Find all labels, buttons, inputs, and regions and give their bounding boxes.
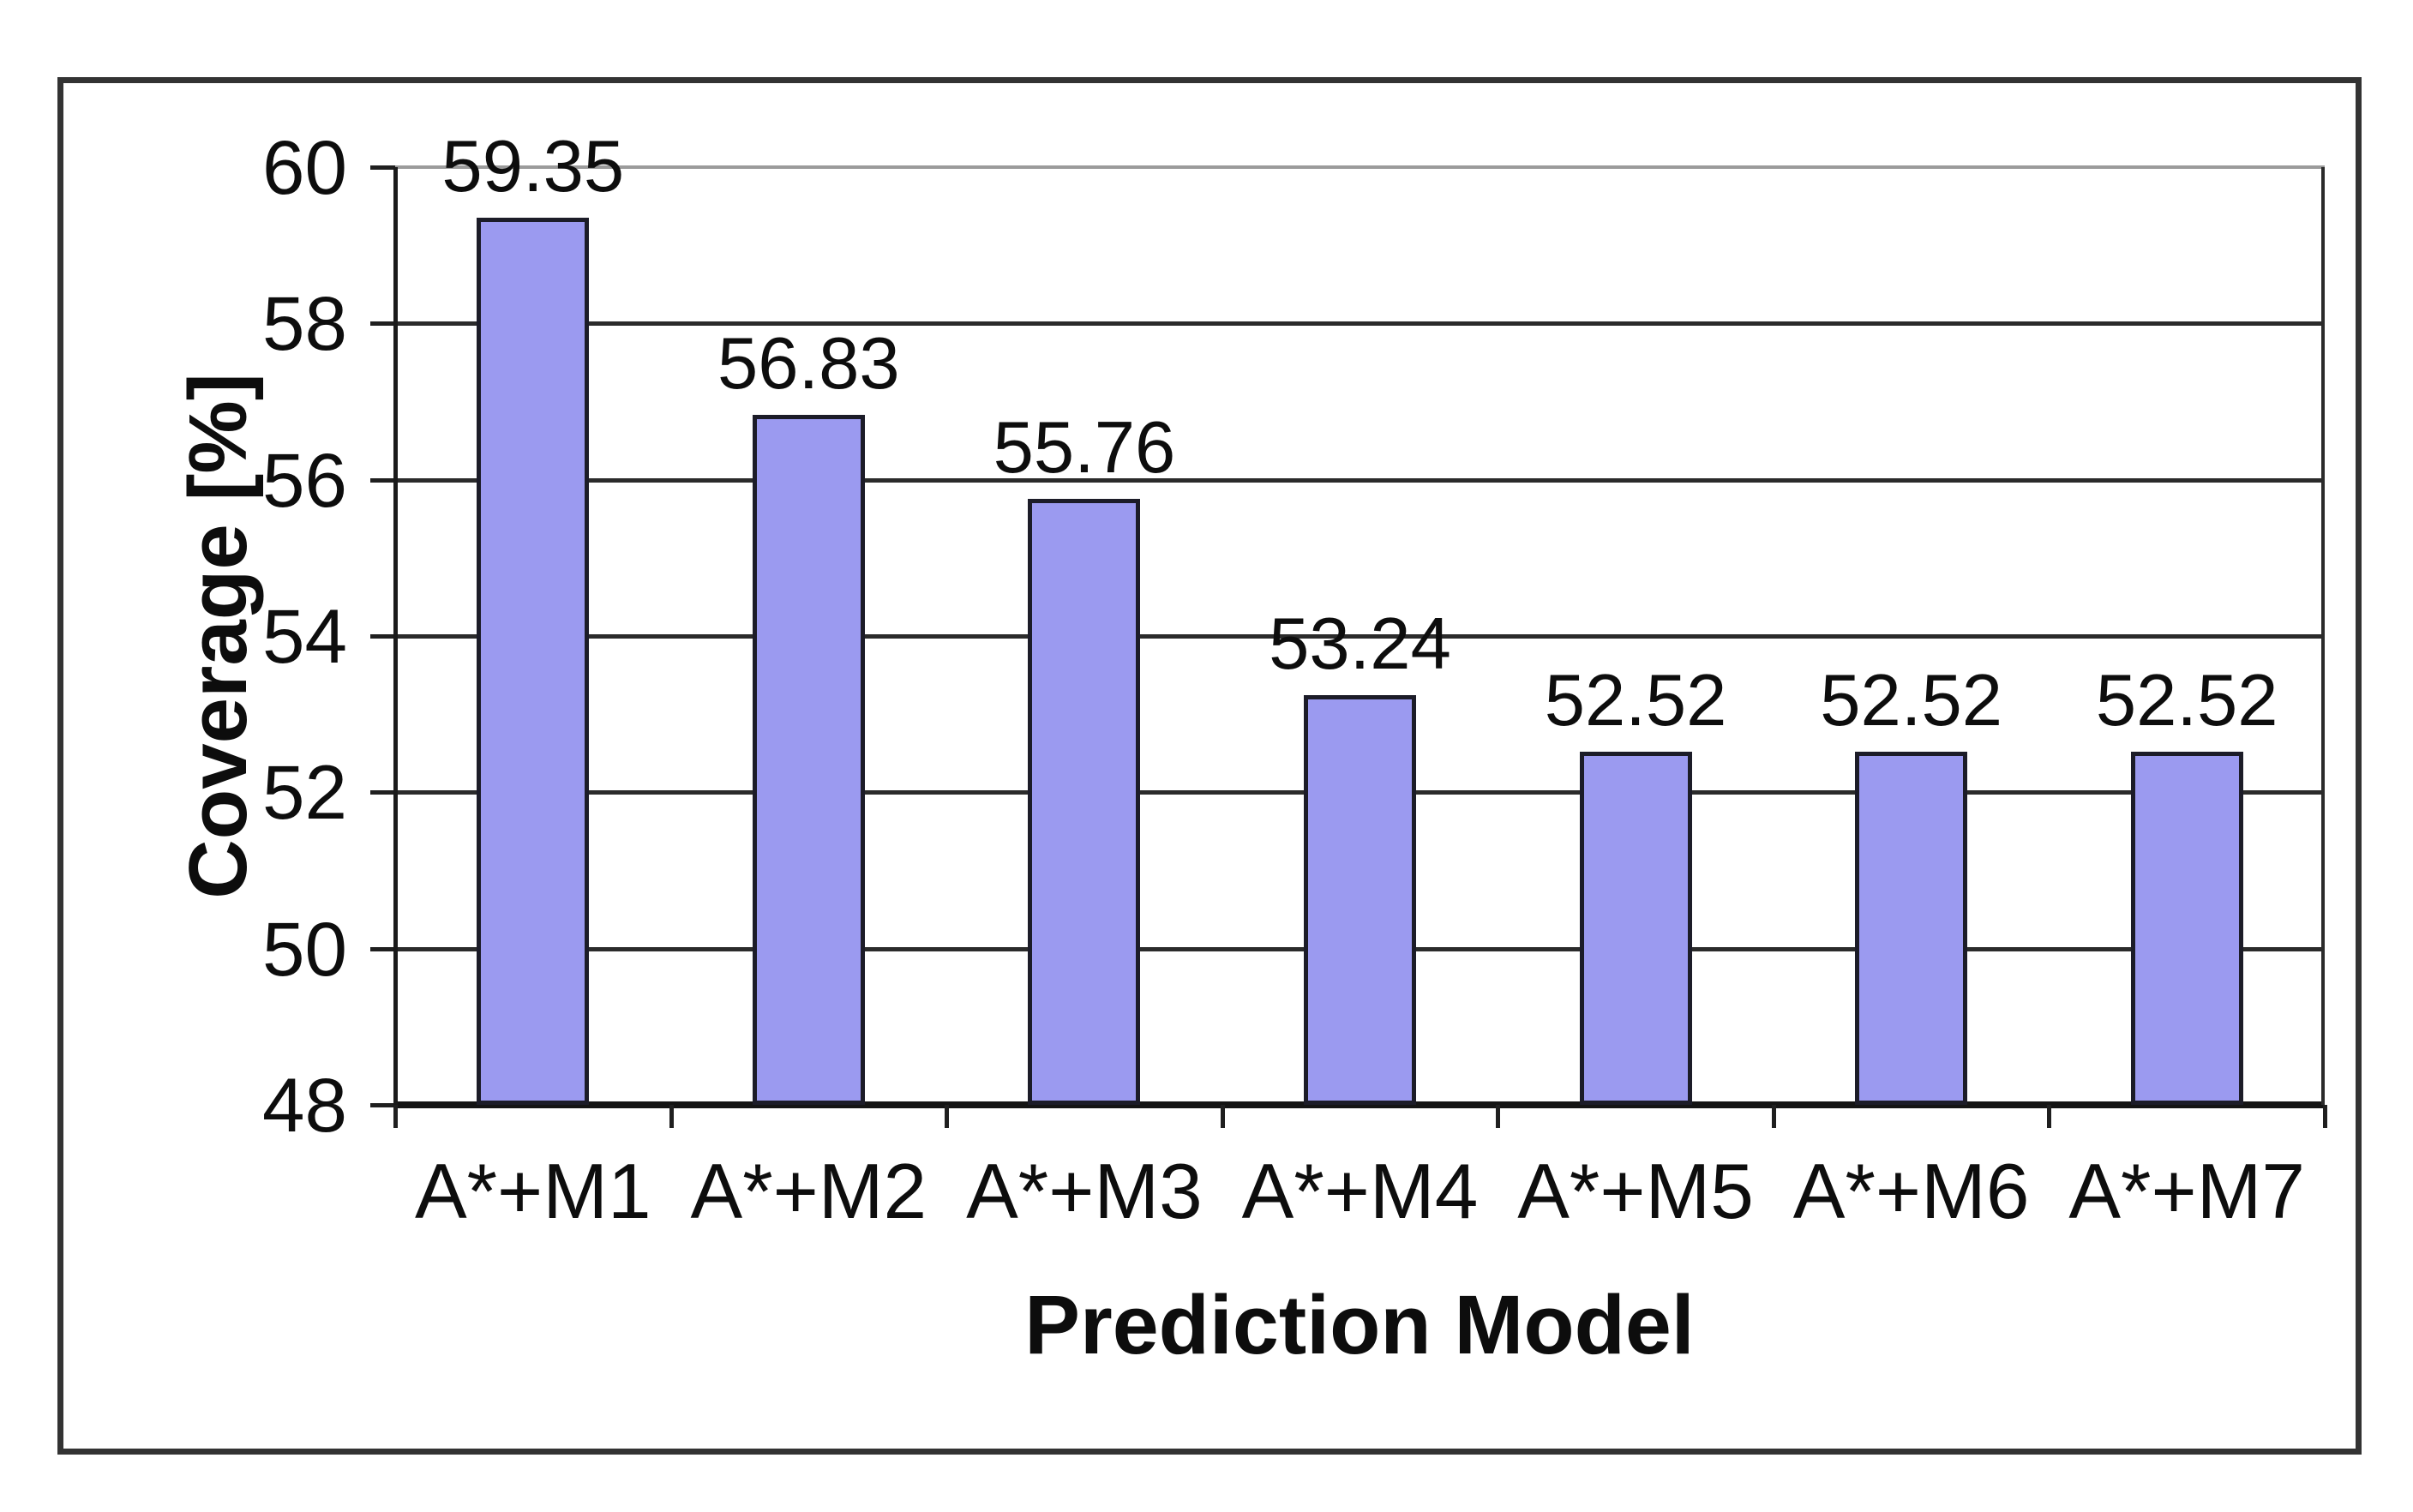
plot-right-border	[2321, 167, 2325, 1105]
x-tick	[1220, 1105, 1225, 1128]
bar	[752, 414, 865, 1105]
x-tick	[945, 1105, 950, 1128]
gridline-top	[395, 165, 2325, 169]
x-tick	[669, 1105, 674, 1128]
x-tick-label: A*+M4	[1241, 1149, 1479, 1235]
bar-value-label: 52.52	[2095, 659, 2278, 741]
y-tick	[370, 634, 395, 639]
x-tick-label: A*+M3	[966, 1149, 1203, 1235]
y-tick-label: 54	[262, 593, 347, 679]
y-tick	[370, 165, 395, 170]
y-axis-line	[393, 167, 398, 1105]
bar-value-label: 55.76	[993, 406, 1176, 489]
gridline	[395, 321, 2325, 327]
chart-frame	[57, 77, 2362, 1455]
gridline	[395, 634, 2325, 639]
y-tick-label: 56	[262, 436, 347, 523]
y-tick	[370, 321, 395, 327]
y-tick-label: 60	[262, 124, 347, 210]
y-tick	[370, 1103, 395, 1107]
bar	[1855, 751, 1968, 1105]
x-tick-label: A*+M7	[2068, 1149, 2306, 1235]
x-axis-line	[395, 1101, 2325, 1108]
bar	[1028, 498, 1141, 1105]
bar-value-label: 52.52	[1544, 659, 1727, 741]
y-tick	[370, 477, 395, 483]
gridline	[395, 477, 2325, 483]
bar-value-label: 56.83	[717, 322, 900, 405]
x-tick	[1771, 1105, 1776, 1128]
bar	[1579, 751, 1692, 1105]
x-tick	[2323, 1105, 2327, 1128]
x-tick-label: A*+M6	[1792, 1149, 2030, 1235]
x-tick-label: A*+M1	[414, 1149, 651, 1235]
x-tick	[2047, 1105, 2052, 1128]
y-tick	[370, 946, 395, 951]
y-tick-label: 58	[262, 280, 347, 367]
x-tick-label: A*+M2	[690, 1149, 927, 1235]
bar	[477, 218, 590, 1105]
x-axis-title: Prediction Model	[1024, 1278, 1695, 1371]
bar-value-label: 52.52	[1820, 659, 2002, 741]
y-tick-label: 52	[262, 749, 347, 836]
y-tick-label: 50	[262, 905, 347, 992]
y-tick	[370, 790, 395, 795]
x-tick-label: A*+M5	[1517, 1149, 1754, 1235]
y-tick-label: 48	[262, 1062, 347, 1148]
bar-value-label: 53.24	[1269, 603, 1451, 686]
x-tick	[1496, 1105, 1501, 1128]
x-tick	[393, 1105, 398, 1128]
bar	[2130, 751, 2243, 1105]
bar-value-label: 59.35	[441, 126, 625, 208]
bar	[1304, 695, 1416, 1105]
